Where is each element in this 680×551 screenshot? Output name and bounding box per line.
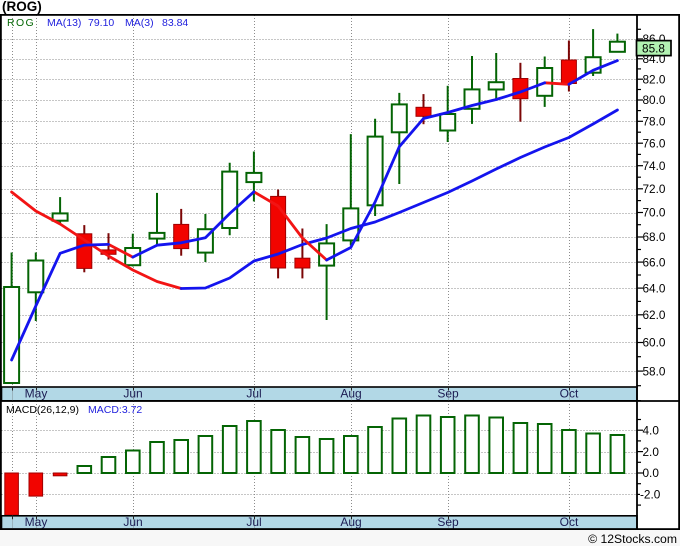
svg-text:79.10: 79.10	[88, 17, 114, 29]
svg-text:66.0: 66.0	[643, 255, 666, 269]
svg-text:Oct: Oct	[560, 515, 579, 529]
svg-text:60.0: 60.0	[643, 336, 666, 350]
svg-text:Aug: Aug	[340, 515, 361, 529]
svg-text:80.0: 80.0	[643, 93, 666, 107]
svg-text:64.0: 64.0	[643, 281, 666, 295]
svg-text:MACD(26,12,9): MACD(26,12,9)	[6, 404, 79, 416]
svg-text:MA(13): MA(13)	[47, 17, 81, 29]
svg-text:Aug: Aug	[340, 387, 361, 401]
svg-text:Sep: Sep	[437, 387, 459, 401]
svg-text:MA(3): MA(3)	[125, 17, 154, 29]
svg-text:70.0: 70.0	[643, 206, 666, 220]
svg-text:May: May	[25, 515, 48, 529]
svg-text:MACD:3.72: MACD:3.72	[88, 404, 142, 416]
svg-text:72.0: 72.0	[643, 182, 666, 196]
svg-text:Oct: Oct	[560, 387, 579, 401]
svg-text:62.0: 62.0	[643, 308, 666, 322]
svg-text:85.8: 85.8	[642, 42, 665, 56]
svg-text:© 12Stocks.com: © 12Stocks.com	[588, 532, 677, 546]
svg-text:68.0: 68.0	[643, 230, 666, 244]
svg-text:-2.0: -2.0	[640, 488, 661, 502]
svg-text:May: May	[25, 387, 48, 401]
svg-text:Jun: Jun	[123, 387, 142, 401]
svg-text:4.0: 4.0	[643, 423, 660, 437]
svg-text:0.0: 0.0	[643, 466, 660, 480]
svg-text:2.0: 2.0	[643, 445, 660, 459]
svg-text:83.84: 83.84	[162, 17, 188, 29]
svg-text:Sep: Sep	[437, 515, 459, 529]
svg-text:(ROG): (ROG)	[2, 0, 42, 14]
svg-text:78.0: 78.0	[643, 115, 666, 129]
svg-text:58.0: 58.0	[643, 364, 666, 378]
svg-text:Jul: Jul	[246, 515, 261, 529]
svg-text:74.0: 74.0	[643, 159, 666, 173]
svg-text:76.0: 76.0	[643, 136, 666, 150]
svg-text:Jul: Jul	[246, 387, 261, 401]
svg-text:82.0: 82.0	[643, 72, 666, 86]
svg-text:ROG: ROG	[7, 17, 35, 29]
svg-text:Jun: Jun	[123, 515, 142, 529]
